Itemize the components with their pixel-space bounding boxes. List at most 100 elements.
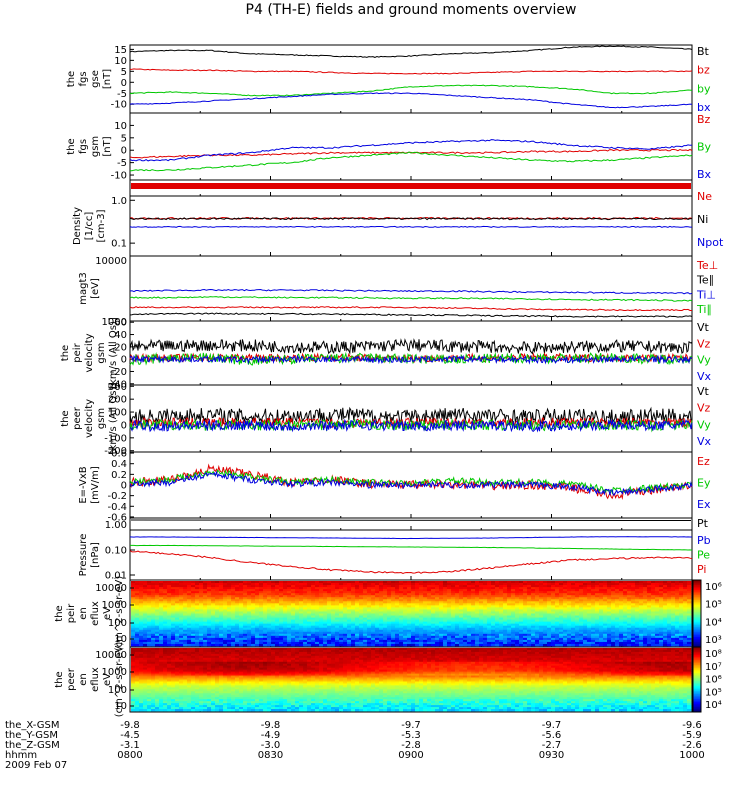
heatmap-cell — [191, 644, 195, 646]
heatmap-cell — [271, 644, 275, 646]
heatmap-cell — [147, 644, 151, 646]
heatmap-cell — [435, 644, 439, 646]
heatmap-cell — [571, 644, 575, 646]
panel-frame — [130, 113, 692, 180]
y-axis-label: fgs — [78, 71, 89, 86]
y-tick-label: 15 — [114, 45, 127, 56]
legend-Pi: Pi — [697, 563, 706, 576]
heatmap-cell — [195, 644, 199, 646]
series-line-bz — [130, 69, 692, 74]
legend-Ex: Ex — [697, 498, 711, 511]
heatmap-cell — [427, 644, 431, 646]
heatmap-cell — [451, 644, 455, 646]
heatmap-cell — [619, 644, 623, 646]
y-axis-label: [nT] — [102, 136, 113, 156]
heatmap-cell — [387, 644, 391, 646]
legend-By: By — [697, 141, 712, 154]
panel-frame — [130, 45, 692, 113]
heatmap-cell — [411, 644, 415, 646]
legend-Vy: Vy — [697, 354, 711, 367]
y-tick-label: 1.00 — [105, 520, 127, 531]
heatmap-cell — [443, 644, 447, 646]
heatmap-cell — [687, 644, 691, 646]
y-axis-label: [eV] — [90, 278, 101, 299]
heatmap-cell — [631, 644, 635, 646]
y-tick-label: 0.6 — [111, 449, 127, 460]
heatmap-cell — [679, 644, 683, 646]
heatmap-cell — [419, 644, 423, 646]
heatmap-cell — [503, 644, 507, 646]
y-tick-label: 5 — [121, 67, 127, 78]
heatmap-cell — [667, 644, 671, 646]
legend-Bx: Bx — [697, 168, 712, 181]
series-line-Npot — [130, 226, 692, 227]
heatmap-cell — [363, 644, 367, 646]
legend-Bz: Bz — [697, 113, 711, 126]
heatmap-cell — [383, 644, 387, 646]
panel-frame — [130, 256, 692, 321]
heatmap-cell — [627, 644, 631, 646]
heatmap-cell — [299, 644, 303, 646]
heatmap-cell — [643, 644, 647, 646]
heatmap-cell — [219, 644, 223, 646]
y-axis-label: fgs — [78, 139, 89, 154]
heatmap-cell — [527, 644, 531, 646]
y-tick-label: 0 — [121, 146, 127, 157]
legend-Ez: Ez — [697, 455, 710, 468]
legend-Te∥: Te∥ — [696, 274, 714, 287]
series-line-Pt — [131, 520, 691, 521]
heatmap-cell — [639, 644, 643, 646]
heatmap-cell — [559, 644, 563, 646]
heatmap-cell — [319, 644, 323, 646]
y-tick-label: 1.0 — [111, 196, 127, 207]
heatmap-cell — [243, 644, 247, 646]
heatmap-cell — [227, 644, 231, 646]
heatmap-cell — [611, 644, 615, 646]
heatmap-cell — [339, 644, 343, 646]
heatmap-cell — [539, 644, 543, 646]
heatmap-cell — [295, 644, 299, 646]
y-axis-label: velocity — [84, 399, 95, 438]
heatmap-cell — [415, 644, 419, 646]
y-axis-label: velocity — [84, 333, 95, 372]
heatmap-cell — [347, 644, 351, 646]
heatmap-cell — [523, 644, 527, 646]
heatmap-cell — [487, 644, 491, 646]
heatmap-cell — [131, 644, 135, 646]
series-line-Bx — [130, 140, 692, 161]
heatmap-cell — [587, 644, 591, 646]
heatmap-cell — [395, 644, 399, 646]
y-axis-label: peir — [72, 342, 83, 362]
y-axis-label: Density — [72, 207, 83, 245]
series-line-Bz — [130, 150, 692, 159]
heatmap-cell — [259, 644, 263, 646]
heatmap-cell — [471, 644, 475, 646]
heatmap-cell — [267, 644, 271, 646]
legend-Vx: Vx — [697, 435, 712, 448]
red-band — [131, 183, 691, 189]
legend-Te⊥: Te⊥ — [696, 259, 718, 272]
heatmap-cell — [203, 644, 207, 646]
heatmap-cell — [615, 644, 619, 646]
heatmap-cell — [399, 644, 403, 646]
y-axis-label: gsm — [90, 136, 101, 157]
heatmap-cell — [283, 644, 287, 646]
heatmap-cell — [175, 644, 179, 646]
heatmap-cell — [447, 644, 451, 646]
heatmap-cell — [519, 644, 523, 646]
heatmap-cell — [407, 644, 411, 646]
heatmap-cell — [251, 644, 255, 646]
legend-Pt: Pt — [697, 517, 709, 530]
legend-Bt: Bt — [697, 45, 710, 58]
heatmap-cell — [423, 644, 427, 646]
legend-Vy: Vy — [697, 418, 711, 431]
legend-Ti∥: Ti∥ — [696, 303, 712, 316]
legend-Npot: Npot — [697, 236, 724, 249]
legend-Ne: Ne — [697, 190, 712, 203]
legend-Ni: Ni — [697, 213, 708, 226]
series-line-Te⊥ — [130, 307, 692, 311]
y-tick-label: -10 — [111, 171, 127, 182]
heatmap-cell — [231, 644, 235, 646]
heatmap-cell — [655, 644, 659, 646]
